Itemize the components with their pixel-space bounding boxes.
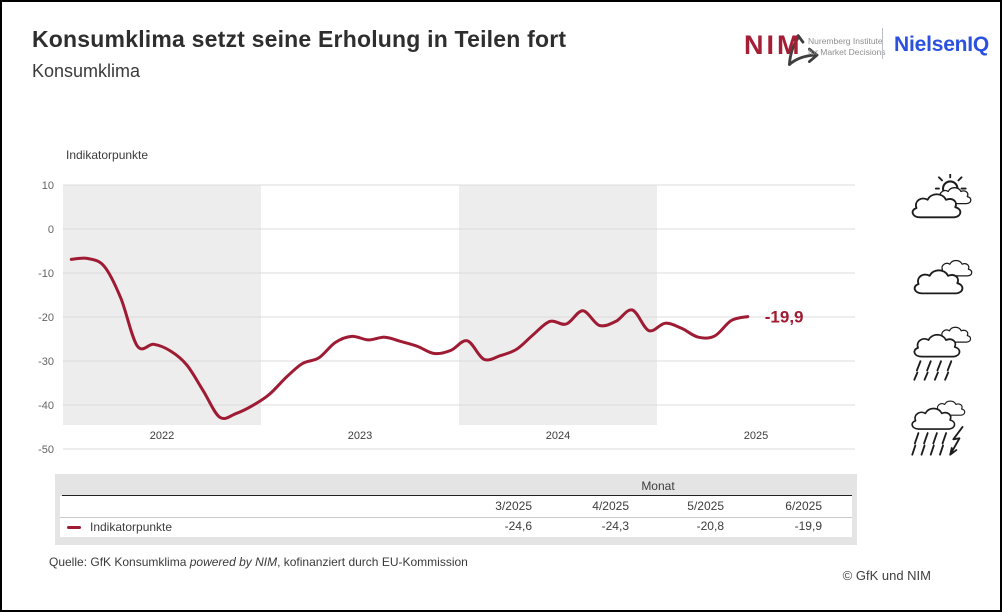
front-cloud bbox=[911, 407, 956, 430]
weather-cloudy-icon bbox=[913, 259, 973, 295]
front-cloud bbox=[913, 333, 961, 358]
x-year-label: 2024 bbox=[546, 430, 570, 442]
table-cell: -20,8 bbox=[696, 519, 724, 533]
weather-sun-cloud-icon bbox=[911, 174, 972, 219]
y-tick-label: -50 bbox=[38, 444, 54, 456]
source-note: Quelle: GfK Konsumklima powered by NIM, … bbox=[49, 555, 468, 569]
table-column-header: 3/2025 bbox=[495, 499, 532, 513]
copyright-note: © GfK und NIM bbox=[842, 568, 931, 583]
table-column-header: 6/2025 bbox=[785, 499, 822, 513]
konsumklima-chart: 10 0 -10 -20 -30 -40 -50 2022 2023 2024 2025 -19,9 bbox=[32, 142, 892, 462]
table-rule-light bbox=[60, 517, 852, 518]
weather-thunderstorm-icon bbox=[911, 400, 966, 456]
nielseniq-logo-text: NielsenIQ bbox=[894, 33, 990, 56]
table-cell: -24,6 bbox=[504, 519, 532, 533]
table-group-header: Monat bbox=[641, 479, 675, 493]
konsumklima-line bbox=[69, 256, 750, 421]
table-row-label: Indikatorpunkte bbox=[90, 520, 173, 534]
table-cell: -24,3 bbox=[601, 519, 629, 533]
y-tick-label: -10 bbox=[38, 268, 54, 280]
line-chart: 10 0 -10 -20 -30 -40 -50 2022 2023 2024 2025 -19,9 bbox=[38, 180, 855, 456]
nim-arrows-icon bbox=[788, 34, 819, 66]
y-axis-title: Indikatorpunkte bbox=[66, 148, 149, 162]
y-tick-label: 0 bbox=[48, 224, 54, 236]
weather-rain-icon bbox=[913, 326, 972, 381]
table-body-background bbox=[60, 496, 852, 537]
table-column-header: 5/2025 bbox=[687, 499, 724, 513]
year-band bbox=[63, 185, 261, 425]
rain-strokes bbox=[913, 360, 953, 381]
table-column-header: 4/2025 bbox=[592, 499, 629, 513]
table-rule-dark bbox=[62, 495, 852, 496]
y-tick-label: -40 bbox=[38, 400, 54, 412]
x-year-label: 2023 bbox=[348, 430, 372, 442]
nim-institute-label: Nuremberg Institute for Market Decisions bbox=[808, 36, 886, 57]
data-table: Monat 3/2025 4/2025 5/2025 6/2025 Indikator… bbox=[55, 474, 857, 545]
rain-strokes bbox=[911, 432, 948, 456]
y-tick-label: -20 bbox=[38, 312, 54, 324]
nim-logo-text: NIM bbox=[744, 30, 803, 60]
latest-value-label: -19,9 bbox=[765, 308, 804, 327]
logo-divider bbox=[882, 28, 883, 59]
x-year-label: 2025 bbox=[744, 430, 768, 442]
year-band bbox=[459, 185, 657, 425]
lightning-icon bbox=[949, 426, 964, 456]
x-year-label: 2022 bbox=[150, 430, 174, 442]
y-tick-label: 10 bbox=[42, 180, 54, 192]
y-tick-label: -30 bbox=[38, 356, 54, 368]
page-subtitle: Konsumklima bbox=[32, 61, 141, 81]
front-cloud bbox=[913, 269, 964, 295]
series-legend-dash-icon bbox=[67, 526, 81, 529]
front-cloud bbox=[911, 193, 962, 219]
page-title: Konsumklima setzt seine Erholung in Teil… bbox=[32, 26, 567, 52]
table-cell: -19,9 bbox=[794, 519, 822, 533]
